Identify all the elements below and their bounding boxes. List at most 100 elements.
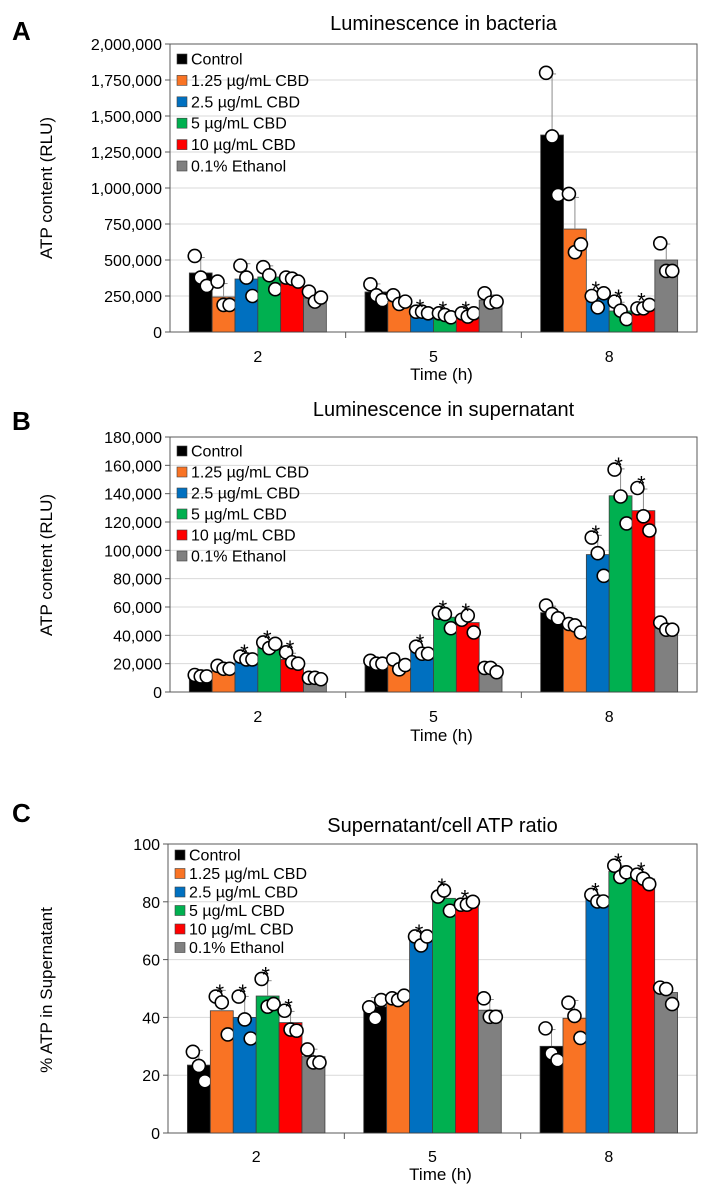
x-tick-label: 5 [429,709,438,726]
y-tick-label: 40 [142,1010,160,1027]
data-point [437,606,453,622]
legend-swatch [176,117,188,129]
data-point [363,277,378,292]
data-point [466,625,482,640]
data-point [573,625,589,640]
data-point [561,995,576,1010]
legend-label: 5 µg/mL CBD [191,507,287,524]
legend-swatch [176,75,188,86]
significance-asterisk: * [240,640,249,665]
data-point [396,988,412,1004]
significance-asterisk: * [614,453,623,478]
data-point [254,971,269,987]
data-point [544,129,560,144]
chart-title: Luminescence in bacteria [330,13,558,35]
y-tick-label: 140,000 [104,487,162,504]
data-point [636,509,651,524]
y-tick-label: 250,000 [104,289,162,306]
significance-asterisk: * [461,599,470,624]
data-point [460,608,476,623]
bar [363,1006,388,1134]
data-point [261,267,277,283]
data-point [199,669,215,684]
legend-label: Control [189,848,241,865]
significance-asterisk: * [238,980,247,1005]
legend-swatch [176,529,188,541]
y-tick-label: 100,000 [104,543,162,560]
data-point [289,1023,304,1038]
x-axis-label: Time (h) [409,1165,472,1184]
significance-asterisk: * [286,636,295,661]
data-point [619,311,634,327]
bar [409,938,433,1134]
panel-letter: A [12,16,31,46]
data-point [361,999,377,1015]
data-point [573,1030,588,1046]
legend-swatch [174,942,186,953]
legend-label: 2.5 µg/mL CBD [191,486,300,503]
y-tick-label: 0 [153,325,162,342]
y-tick-label: 1,000,000 [91,181,162,198]
data-point [664,996,680,1012]
x-tick-label: 5 [428,1149,437,1166]
significance-asterisk: * [614,285,623,310]
x-tick-label: 2 [253,349,262,366]
data-point [237,1012,253,1027]
legend-label: 10 µg/mL CBD [189,922,294,939]
data-point [397,657,413,673]
legend-swatch [176,96,188,108]
y-axis-label: % ATP in Supernatant [37,907,56,1073]
y-tick-label: 1,750,000 [91,73,162,90]
y-tick-label: 20,000 [113,657,162,674]
data-point [488,1009,504,1025]
bar [280,282,304,333]
legend-label: 10 µg/mL CBD [191,528,296,545]
y-axis-label: ATP content (RLU) [37,494,56,636]
y-tick-label: 0 [151,1126,160,1143]
data-point [641,876,657,892]
significance-asterisk: * [461,885,470,910]
data-point [245,288,260,304]
y-tick-label: 0 [153,685,162,702]
data-point [231,989,247,1004]
bar [631,878,656,1134]
data-point [313,671,329,687]
data-point [312,1055,327,1070]
significance-asterisk: * [416,295,425,320]
y-tick-label: 120,000 [104,515,162,532]
panel-letter: B [12,406,31,436]
data-point [243,1031,259,1046]
data-point [233,258,248,273]
data-point [584,530,600,545]
data-point [290,656,306,671]
data-point [239,270,254,285]
y-tick-label: 60,000 [113,600,162,617]
data-point [222,661,237,677]
legend-swatch [174,849,186,861]
x-tick-label: 5 [429,349,438,366]
data-point [596,568,612,584]
data-point [573,237,589,252]
y-tick-label: 80 [142,895,160,912]
panel-B: B Luminescence in supernatant 0 20,000 40,00… [12,399,698,745]
legend-label: 0.1% Ethanol [191,159,286,176]
x-tick-label: 8 [604,1149,613,1166]
data-point [596,285,612,301]
data-point [465,894,481,910]
data-point [313,290,329,305]
legend-swatch [176,139,188,150]
data-point [277,1003,292,1019]
legend-swatch [176,508,188,520]
legend-swatch [176,445,188,457]
data-point [290,274,306,289]
y-tick-label: 180,000 [104,430,162,447]
data-point [664,622,680,637]
y-tick-label: 80,000 [113,572,162,589]
bar [654,627,679,693]
data-point [267,636,283,652]
legend-label: 0.1% Ethanol [189,940,284,957]
data-point [187,248,203,264]
data-point [538,65,554,81]
bar [386,999,410,1134]
bar [278,1022,303,1134]
